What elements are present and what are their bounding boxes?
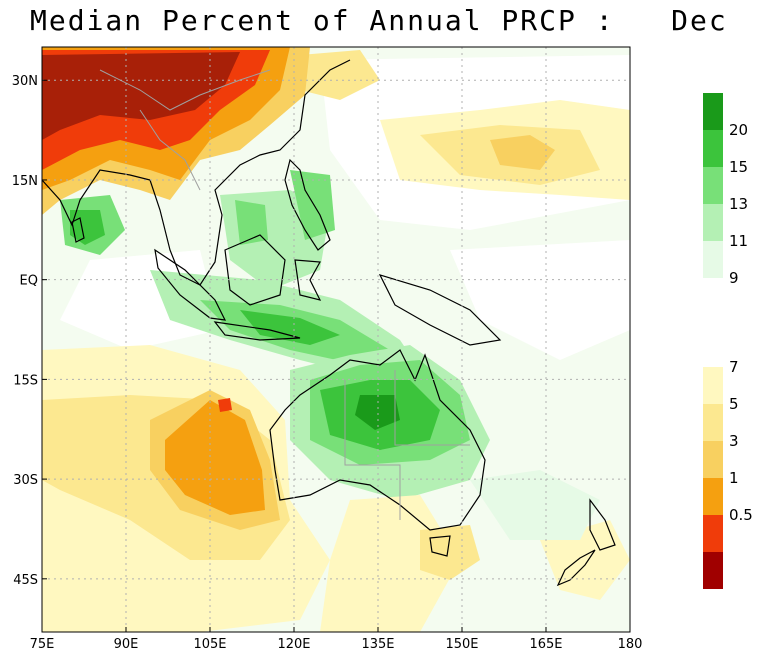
sulawesi-coastline xyxy=(294,259,322,301)
colorbar-swatch xyxy=(703,367,723,404)
colorbar-label: 0.5 xyxy=(729,506,753,524)
borders xyxy=(99,69,470,520)
colorbar-swatch xyxy=(703,404,723,441)
y-tick-label: EQ xyxy=(20,274,38,289)
australia-state-border xyxy=(394,370,470,446)
colorbar-swatch xyxy=(703,515,723,552)
x-tick-label: 120E xyxy=(277,637,310,652)
colorbar-swatch xyxy=(703,93,723,130)
new-guinea-coastline xyxy=(378,274,502,346)
colorbar-swatch xyxy=(703,241,723,278)
dry-region xyxy=(218,398,232,412)
colorbar-swatch xyxy=(703,441,723,478)
colorbar-wet-section: 20 15 13 11 9 xyxy=(703,93,748,315)
colorbar-label: 13 xyxy=(729,195,748,213)
sri-lanka-coastline xyxy=(71,217,85,243)
asia-borders xyxy=(99,69,271,111)
y-tick-label: 45S xyxy=(13,573,38,588)
colorbar-swatch xyxy=(703,130,723,167)
coastlines xyxy=(42,59,616,587)
colorbar-swatch xyxy=(703,278,723,315)
orange-region xyxy=(490,135,555,170)
y-tick-label: 30N xyxy=(12,74,38,89)
australia-state-border xyxy=(344,380,401,520)
x-tick-label: 75E xyxy=(30,637,55,652)
y-tick-label: 15N xyxy=(12,174,38,189)
java-coastline xyxy=(213,321,301,341)
map-frame xyxy=(41,46,631,633)
tasmania-coastline xyxy=(429,535,451,557)
borneo-coastline xyxy=(224,234,286,306)
colorbar-label: 15 xyxy=(729,158,748,176)
wet-region xyxy=(470,470,600,540)
colorbar-label: 9 xyxy=(729,269,739,287)
y-tick-label: 15S xyxy=(13,373,38,388)
x-tick-label: 150E xyxy=(445,637,478,652)
colorbar-label: 11 xyxy=(729,232,748,250)
dry-region xyxy=(420,525,480,580)
dry-region xyxy=(320,495,460,632)
white-region xyxy=(450,240,630,360)
y-axis-ticks: 30N 15N EQ 15S 30S 45S xyxy=(12,74,47,588)
colorbar-label: 3 xyxy=(729,432,739,450)
y-tick-label: 30S xyxy=(13,473,38,488)
philippines-coastline xyxy=(284,158,331,251)
gridlines xyxy=(42,47,630,632)
x-tick-label: 165E xyxy=(529,637,562,652)
new-zealand-coastline xyxy=(556,498,616,587)
yellow-region xyxy=(300,50,380,100)
x-axis-ticks: 75E 90E 105E 120E 135E 150E 165E 180 xyxy=(30,627,643,652)
map-title: Median Percent of Annual PRCP : Dec xyxy=(30,4,728,37)
australia-coastline xyxy=(269,349,486,531)
x-tick-label: 90E xyxy=(114,637,139,652)
colorbar-swatch xyxy=(703,204,723,241)
asia-borders xyxy=(139,109,201,191)
colorbar-label: 5 xyxy=(729,395,739,413)
colorbar-dry-section: 7 5 3 1 0.5 xyxy=(703,358,753,589)
wet-region xyxy=(240,310,340,345)
colorbar-label: 1 xyxy=(729,469,739,487)
wet-region xyxy=(235,200,268,245)
colorbar-swatch xyxy=(703,552,723,589)
x-tick-label: 135E xyxy=(361,637,394,652)
australia-wet-region xyxy=(355,395,400,430)
colorbar-swatch xyxy=(703,478,723,515)
colorbar-swatch xyxy=(703,167,723,204)
colorbar-label: 7 xyxy=(729,358,739,376)
colorbar-label: 20 xyxy=(729,121,748,139)
x-tick-label: 180 xyxy=(618,637,643,652)
asia-dry-region xyxy=(42,52,240,140)
x-tick-label: 105E xyxy=(193,637,226,652)
sumatra-coastline xyxy=(154,248,227,321)
dry-region xyxy=(165,400,265,515)
